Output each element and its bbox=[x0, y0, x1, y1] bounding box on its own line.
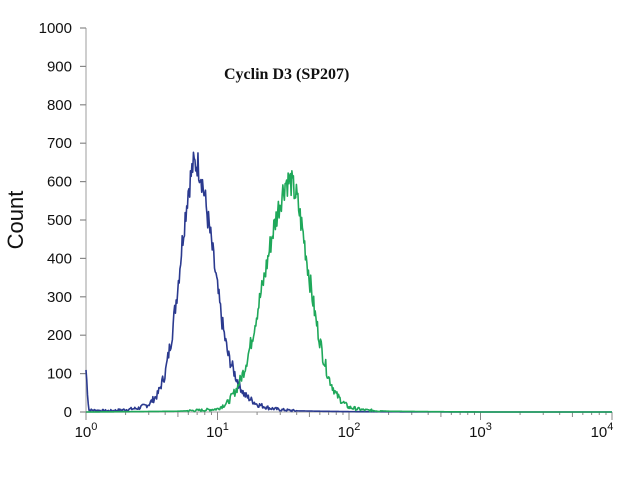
series-line-1 bbox=[85, 151, 613, 413]
x-tick-base: 10 bbox=[469, 424, 486, 441]
y-axis: 0 100 200 300 400 500 600 700 800 900 1000 bbox=[39, 20, 87, 421]
x-tick-base: 10 bbox=[338, 424, 355, 441]
y-tick-label: 900 bbox=[47, 58, 72, 75]
x-tick-exponent: 3 bbox=[486, 421, 492, 433]
y-tick-label: 200 bbox=[47, 327, 72, 344]
x-tick-label: 104 bbox=[591, 421, 614, 441]
x-tick-base: 10 bbox=[591, 424, 608, 441]
y-tick-label: 500 bbox=[47, 212, 72, 229]
x-tick-exponent: 4 bbox=[607, 421, 613, 433]
x-tick-label: 100 bbox=[75, 421, 98, 441]
y-tick-label: 0 bbox=[64, 404, 72, 421]
y-tick-label: 600 bbox=[47, 174, 72, 191]
x-tick-exponent: 0 bbox=[91, 421, 97, 433]
x-tick-label: 101 bbox=[206, 421, 229, 441]
y-tick-label: 700 bbox=[47, 135, 72, 152]
x-tick-base: 10 bbox=[206, 424, 223, 441]
x-tick-label: 102 bbox=[338, 421, 361, 441]
y-tick-label: 100 bbox=[47, 366, 72, 383]
x-tick-label: 103 bbox=[469, 421, 492, 441]
chart-title: Cyclin D3 (SP207) bbox=[224, 66, 349, 83]
plot-area bbox=[85, 151, 613, 413]
y-axis-label: Count bbox=[3, 191, 28, 250]
x-axis: 100 101 102 103 104 bbox=[75, 411, 614, 441]
y-tick-label: 1000 bbox=[39, 20, 72, 37]
x-tick-exponent: 2 bbox=[354, 421, 360, 433]
x-tick-exponent: 1 bbox=[223, 421, 229, 433]
series-line-2 bbox=[85, 170, 613, 413]
y-tick-label: 300 bbox=[47, 289, 72, 306]
y-tick-label: 800 bbox=[47, 97, 72, 114]
y-tick-label: 400 bbox=[47, 250, 72, 267]
x-tick-base: 10 bbox=[75, 424, 92, 441]
